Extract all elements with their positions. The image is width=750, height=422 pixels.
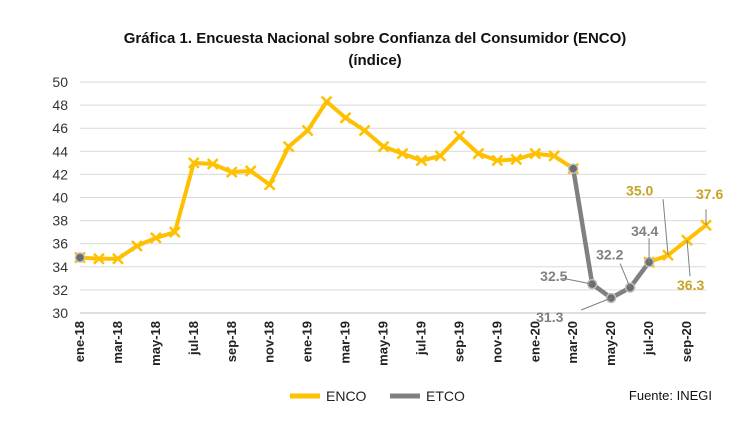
- y-tick-label: 46: [52, 120, 68, 136]
- data-point: [301, 124, 314, 137]
- data-point: [112, 252, 124, 265]
- x-tick-label: nov-18: [262, 321, 277, 363]
- data-point: [244, 165, 257, 177]
- data-point: [187, 156, 200, 169]
- data-label: 37.6: [696, 186, 723, 202]
- data-point: [377, 140, 390, 153]
- y-tick-label: 48: [52, 97, 68, 113]
- data-point: [472, 147, 485, 160]
- data-label: 35.0: [626, 182, 653, 198]
- chart-title: Gráfica 1. Encuesta Nacional sobre Confi…: [123, 30, 627, 47]
- x-tick-label: sep-20: [679, 321, 694, 362]
- data-point: [339, 111, 352, 124]
- x-tick-label: may-19: [376, 321, 391, 366]
- data-point: [206, 158, 219, 170]
- data-point: [74, 252, 86, 263]
- x-tick-label: may-18: [148, 321, 163, 366]
- x-tick-label: jul-19: [413, 321, 428, 356]
- annotation-leader: [686, 240, 691, 277]
- y-tick-label: 44: [52, 143, 68, 159]
- y-tick-label: 38: [52, 213, 68, 229]
- data-label: 32.5: [540, 268, 567, 284]
- data-point: [396, 147, 409, 160]
- y-tick-label: 40: [52, 190, 68, 206]
- annotation-leader: [562, 277, 593, 285]
- data-point: [282, 140, 295, 153]
- x-tick-label: mar-18: [110, 321, 125, 364]
- chart-subtitle: (índice): [348, 52, 402, 69]
- x-tick-label: ene-20: [527, 321, 542, 362]
- x-tick-label: jul-18: [186, 321, 201, 356]
- y-tick-label: 50: [52, 74, 68, 90]
- data-point: [320, 95, 333, 108]
- x-tick-label: mar-19: [338, 321, 353, 364]
- x-tick-label: may-20: [603, 321, 618, 366]
- data-point: [415, 154, 428, 167]
- y-tick-label: 32: [52, 282, 68, 298]
- legend-label-enco: ENCO: [326, 388, 367, 404]
- source-note: Fuente: INEGI: [628, 388, 712, 403]
- data-point: [510, 153, 523, 166]
- annotation-leader: [662, 199, 669, 256]
- data-point: [529, 147, 542, 160]
- data-label: 31.3: [536, 309, 563, 325]
- series-line-enco: [647, 223, 708, 265]
- x-tick-label: ene-18: [72, 321, 87, 362]
- legend-label-etco: ETCO: [426, 388, 465, 404]
- data-point: [548, 150, 561, 162]
- data-point: [168, 226, 181, 239]
- series-enco: [74, 95, 712, 269]
- data-label: 32.2: [596, 247, 623, 263]
- x-tick-label: jul-20: [641, 321, 656, 356]
- data-point: [453, 130, 466, 143]
- y-tick-label: 36: [52, 236, 68, 252]
- x-tick-label: sep-19: [451, 321, 466, 362]
- data-point: [93, 252, 105, 265]
- data-point: [131, 240, 143, 252]
- y-tick-label: 30: [52, 305, 68, 321]
- annotation-leader: [619, 263, 631, 288]
- data-label: 34.4: [631, 223, 658, 239]
- data-point: [149, 232, 162, 244]
- x-tick-label: nov-19: [489, 321, 504, 363]
- data-label: 36.3: [677, 277, 704, 293]
- data-point: [358, 124, 371, 137]
- data-point: [491, 154, 504, 167]
- data-point: [263, 178, 276, 191]
- y-tick-label: 34: [52, 259, 68, 275]
- legend: ENCO ETCO: [290, 388, 465, 404]
- data-point: [434, 150, 447, 162]
- data-point: [662, 249, 674, 262]
- y-tick-label: 42: [52, 166, 68, 182]
- x-tick-label: ene-19: [300, 321, 315, 362]
- data-point: [225, 166, 238, 178]
- annotation-leader: [580, 297, 612, 311]
- x-tick-label: mar-20: [565, 321, 580, 364]
- x-tick-label: sep-18: [224, 321, 239, 362]
- data-point: [681, 234, 693, 247]
- data-point: [567, 163, 579, 174]
